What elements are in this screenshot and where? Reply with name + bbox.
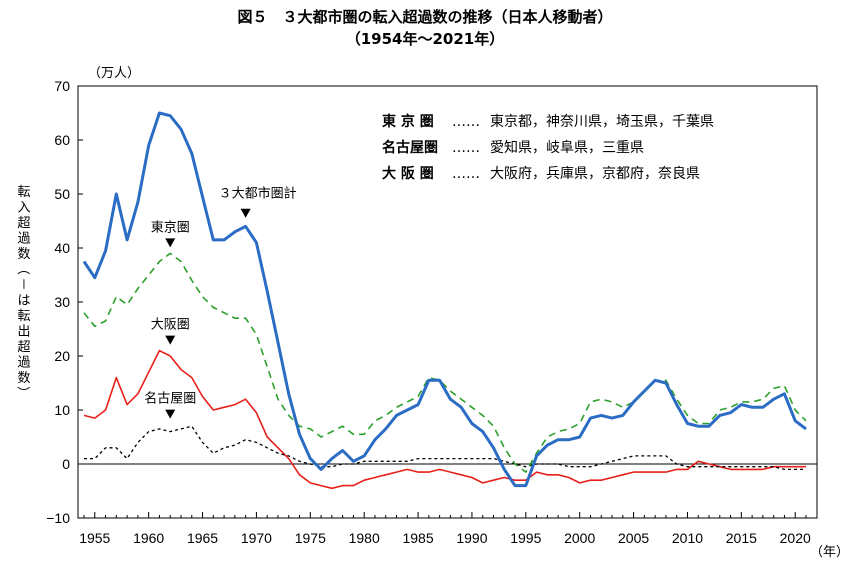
y-axis-title-char: 数 [17,371,30,386]
annotation-label: 名古屋圏 [144,391,196,407]
x-tick-label: 1985 [402,530,433,546]
y-axis-title-char: 転 [17,309,30,324]
annotation-marker [165,335,176,345]
x-tick-label: 1995 [510,530,541,546]
y-tick-label: −10 [46,510,70,526]
y-tick-label: 50 [54,186,70,202]
x-tick-label: 1990 [456,530,487,546]
x-tick-label: 2020 [780,530,811,546]
y-axis-title-char: （ [15,262,30,275]
y-axis-title-char: は [17,294,30,309]
y-axis-title-char: 超 [17,216,30,231]
unit-label: （万人） [88,66,140,81]
annotation-label: ３大都市圏計 [219,186,297,202]
x-axis-title: （年） [810,545,845,560]
y-axis-title-char: 過 [17,232,30,247]
x-tick-label: 1955 [79,530,110,546]
y-axis-title-char: 転 [17,185,30,200]
plot-frame [77,85,818,519]
y-tick-label: 30 [54,294,70,310]
series-line-3 [83,349,806,490]
y-tick-label: 60 [54,132,70,148]
annotation-marker [165,409,176,419]
annotation-marker [165,238,176,248]
annotation-label: 東京圏 [151,219,190,235]
y-axis-title-char: 出 [17,325,30,340]
legend-members: 東京都，神奈川県，埼玉県，千葉県 [490,114,714,130]
x-tick-label: 1960 [133,530,164,546]
y-axis-title-char: 入 [17,201,30,216]
legend-dots: …… [452,166,480,182]
y-tick-label: 40 [54,240,70,256]
legend-members: 大阪府，兵庫県，京都府，奈良県 [490,165,700,182]
legend-members: 愛知県，岐阜県，三重県 [490,139,644,156]
y-axis-title-char: ） [15,386,30,399]
legend-key: 名古屋圏 [382,139,438,156]
y-tick-label: 70 [54,78,70,94]
series-line-1 [82,111,807,488]
x-tick-label: 1965 [187,530,218,546]
annotation-label: 大阪圏 [151,318,190,333]
x-tick-label: 2010 [672,530,703,546]
y-axis-title-char: － [15,277,30,290]
y-tick-label: 10 [54,402,70,418]
y-axis-title-char: 過 [17,356,30,371]
x-tick-label: 1970 [241,530,272,546]
chart-title: 図５ ３大都市圏の転入超過数の推移（日本人移動者） [237,8,612,26]
y-tick-labels: 70 60 50 40 30 20 10 0 −10 [46,78,70,526]
axis-ticks [78,85,807,519]
x-tick-label: 2005 [618,530,649,546]
series-line-2 [83,252,807,473]
x-tick-label: 1980 [349,530,380,546]
legend-dots: …… [452,140,480,156]
x-tick-label: 2015 [726,530,757,546]
legend-dots: …… [452,114,480,130]
x-tick-label: 1975 [295,530,326,546]
y-axis-title-char: 数 [17,247,30,262]
legend-key: 大 阪 圏 [382,165,434,182]
series-line-4 [84,425,806,471]
annotation-marker [240,208,251,218]
y-axis-title-char: 超 [17,340,30,355]
series-lines [82,111,807,490]
legend-key: 東 京 圏 [382,113,434,130]
x-tick-label: 2000 [564,530,595,546]
y-tick-label: 20 [54,348,70,364]
chart-subtitle: （1954年～2021年） [346,30,505,48]
x-tick-labels: 1955 1960 1965 1970 1975 1980 1985 1990 1995 2000… [79,530,811,546]
y-tick-label: 0 [62,456,70,472]
